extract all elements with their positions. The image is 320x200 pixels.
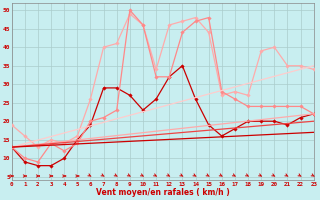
- X-axis label: Vent moyen/en rafales ( km/h ): Vent moyen/en rafales ( km/h ): [96, 188, 229, 197]
